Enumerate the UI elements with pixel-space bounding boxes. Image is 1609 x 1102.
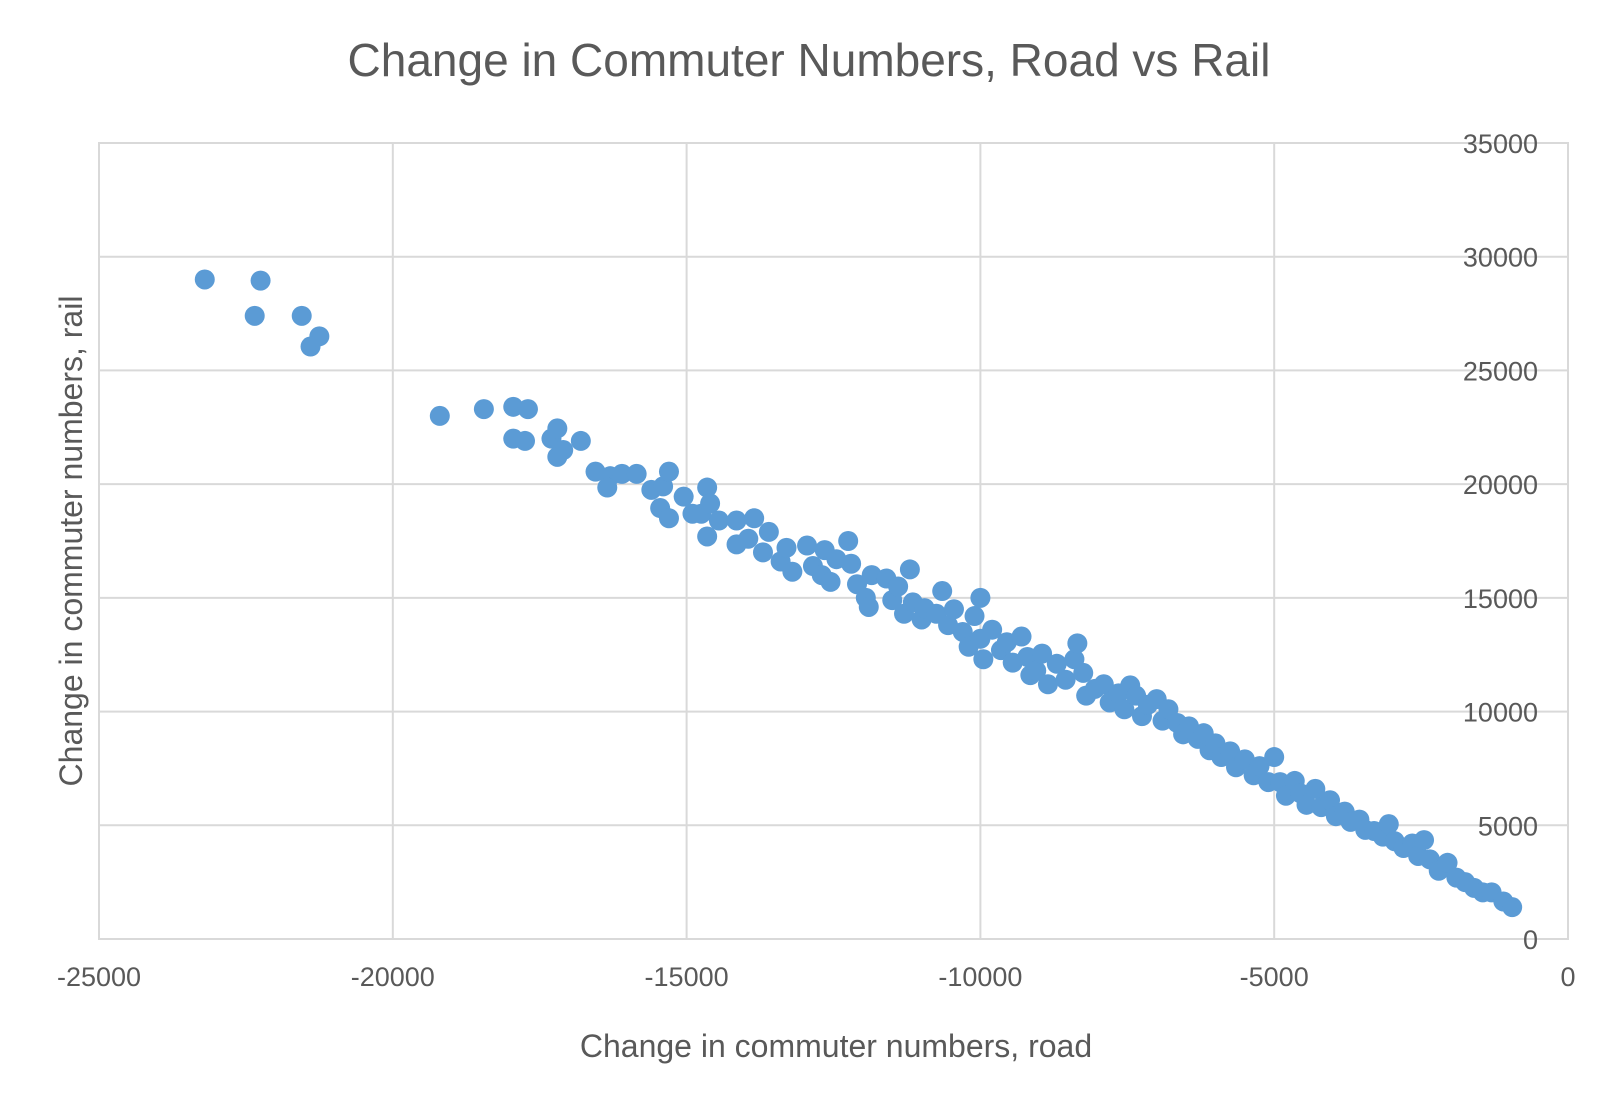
data-point: [1067, 633, 1088, 654]
data-point: [429, 405, 450, 426]
data-point: [838, 531, 859, 551]
data-point: [1037, 674, 1058, 695]
data-point: [1378, 814, 1399, 835]
y-tick-label: 0: [1523, 925, 1538, 955]
y-tick-label: 25000: [1463, 356, 1538, 386]
data-point: [970, 587, 991, 608]
data-point: [517, 399, 538, 420]
data-point: [841, 553, 862, 574]
chart-title: Change in Commuter Numbers, Road vs Rail: [348, 34, 1271, 86]
data-point: [1264, 747, 1285, 768]
data-point: [658, 461, 679, 482]
data-point: [943, 599, 964, 620]
data-point: [547, 446, 568, 467]
data-point: [820, 571, 841, 592]
data-point: [744, 508, 765, 529]
data-point: [782, 561, 803, 582]
data-point: [515, 430, 536, 451]
data-point: [547, 418, 568, 439]
data-point: [250, 270, 271, 291]
y-tick-label: 30000: [1463, 243, 1538, 273]
data-point: [1249, 756, 1270, 777]
data-point: [726, 510, 747, 531]
data-point: [611, 463, 632, 484]
data-point: [1502, 897, 1523, 918]
data-point: [697, 526, 718, 547]
data-point: [973, 649, 994, 670]
x-axis-title: Change in commuter numbers, road: [580, 1028, 1092, 1064]
y-axis-tick-labels: 0 5000 10000 15000 20000 25000 30000 35000: [1463, 129, 1538, 955]
y-tick-label: 5000: [1478, 811, 1538, 841]
data-point: [1046, 653, 1067, 674]
y-tick-label: 35000: [1463, 129, 1538, 159]
data-point: [1093, 674, 1114, 695]
data-point: [1296, 794, 1317, 815]
data-point: [1114, 699, 1135, 720]
data-point: [244, 305, 265, 326]
data-point: [932, 581, 953, 602]
data-point: [858, 596, 879, 617]
data-point: [626, 463, 647, 484]
data-point: [738, 528, 759, 549]
data-point: [291, 305, 312, 326]
data-point: [888, 576, 909, 597]
y-tick-label: 10000: [1463, 698, 1538, 728]
data-point: [658, 508, 679, 529]
y-tick-label: 20000: [1463, 470, 1538, 500]
x-tick-label: -15000: [645, 962, 729, 992]
data-point: [964, 606, 985, 627]
data-point: [776, 537, 797, 558]
x-tick-label: -20000: [351, 962, 435, 992]
data-point: [673, 486, 694, 507]
x-tick-label: -10000: [938, 962, 1022, 992]
data-point: [1305, 778, 1326, 799]
data-point: [797, 535, 818, 556]
data-point: [1026, 660, 1047, 681]
plot-frame: [98, 142, 1569, 940]
data-point: [758, 521, 779, 542]
data-points: [194, 269, 1523, 918]
data-point: [597, 477, 618, 498]
data-point: [1055, 669, 1076, 690]
x-tick-label: -25000: [57, 962, 141, 992]
data-point: [1011, 626, 1032, 647]
data-point: [899, 559, 920, 580]
data-point: [1414, 830, 1435, 851]
data-point: [1073, 662, 1094, 683]
data-point: [570, 430, 591, 451]
data-point: [503, 396, 524, 417]
x-tick-label: 0: [1560, 962, 1575, 992]
x-tick-label: -5000: [1240, 962, 1309, 992]
data-point: [473, 399, 494, 420]
data-point: [1220, 741, 1241, 762]
x-axis-tick-labels: -25000 -20000 -15000 -10000 -5000 0: [57, 962, 1576, 992]
data-point: [700, 493, 721, 514]
y-tick-label: 15000: [1463, 584, 1538, 614]
data-point: [1437, 852, 1458, 873]
data-point: [697, 477, 718, 498]
data-point: [1032, 643, 1053, 664]
data-point: [300, 336, 321, 357]
data-point: [982, 619, 1003, 640]
data-point: [1320, 790, 1341, 811]
data-point: [752, 542, 773, 563]
data-point: [194, 269, 215, 290]
data-point: [708, 510, 729, 531]
y-axis-title: Change in commuter numbers, rail: [53, 296, 89, 787]
data-point: [1275, 785, 1296, 806]
